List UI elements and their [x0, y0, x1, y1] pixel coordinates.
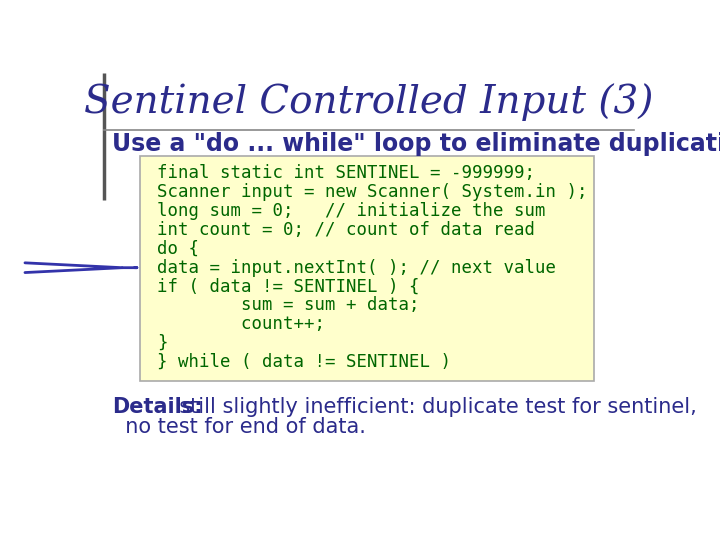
Text: if ( data != SENTINEL ) {: if ( data != SENTINEL ) { — [157, 278, 419, 295]
Text: Scanner input = new Scanner( System.in );: Scanner input = new Scanner( System.in )… — [157, 183, 587, 201]
Text: count++;: count++; — [157, 315, 325, 333]
FancyBboxPatch shape — [140, 156, 594, 381]
Text: sum = sum + data;: sum = sum + data; — [157, 296, 419, 314]
Text: long sum = 0;   // initialize the sum: long sum = 0; // initialize the sum — [157, 202, 545, 220]
Text: } while ( data != SENTINEL ): } while ( data != SENTINEL ) — [157, 353, 451, 371]
Text: do {: do { — [157, 240, 199, 258]
Text: Details:: Details: — [112, 397, 202, 417]
Text: int count = 0; // count of data read: int count = 0; // count of data read — [157, 221, 535, 239]
Text: final static int SENTINEL = -999999;: final static int SENTINEL = -999999; — [157, 164, 535, 183]
Text: }: } — [157, 334, 167, 352]
Text: data = input.nextInt( ); // next value: data = input.nextInt( ); // next value — [157, 259, 556, 276]
Text: Sentinel Controlled Input (3): Sentinel Controlled Input (3) — [84, 83, 654, 121]
Text: no test for end of data.: no test for end of data. — [112, 417, 366, 437]
Text: Use a "do ... while" loop to eliminate duplication:: Use a "do ... while" loop to eliminate d… — [112, 132, 720, 156]
Text: still slightly inefficient: duplicate test for sentinel,: still slightly inefficient: duplicate te… — [166, 397, 697, 417]
